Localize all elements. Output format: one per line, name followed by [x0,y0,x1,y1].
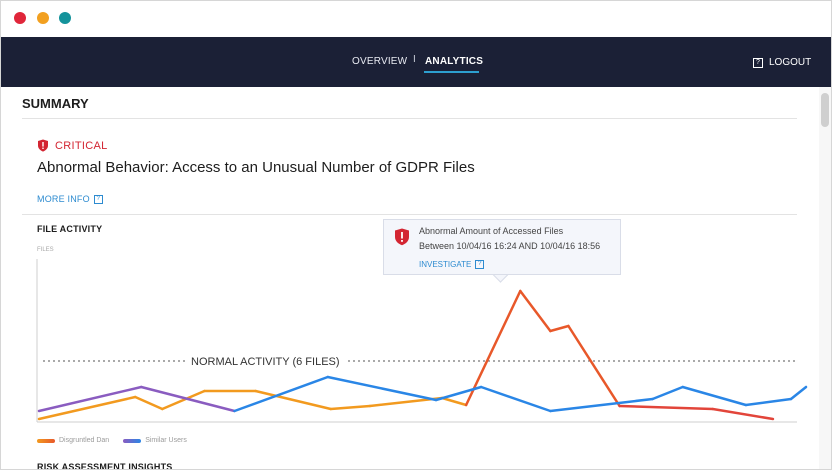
nav-separator: I [413,54,416,65]
threshold-label: NORMAL ACTIVITY (6 FILES) [191,356,340,368]
main-content: SUMMARY CRITICAL Abnormal Behavior: Acce… [1,87,831,469]
legend-item-dan: Disgruntled Dan [37,437,109,444]
help-icon: ? [475,260,485,269]
more-info-link[interactable]: MORE INFO ? [37,194,103,204]
series-segment-dan [134,395,164,411]
series-segment-similar-users [326,375,438,402]
series-segment-similar-users [789,385,808,401]
anomaly-tooltip: Abnormal Amount of Accessed Files Betwee… [383,219,621,275]
legend-swatch [37,438,55,443]
severity-label: CRITICAL [55,139,108,152]
series-segment-similar-users [681,385,748,407]
series-segment-dan [161,389,206,411]
severity-badge: CRITICAL [37,139,108,152]
page-title: SUMMARY [22,96,89,111]
series-segment-similar-users [651,385,684,401]
close-window-dot[interactable] [14,12,26,24]
series-segment-dan [464,289,522,407]
series-segment-dan [711,407,775,421]
risk-assessment-title: RISK ASSESSMENT INSIGHTS [37,462,173,470]
y-axis-label: FILES [37,247,54,253]
logout-label: LOGOUT [769,57,812,68]
series-segment-similar-users [744,397,793,407]
nav-analytics-tab[interactable]: ANALYTICS [425,56,484,67]
tooltip-timerange: Between 10/04/16 16:24 AND 10/04/16 18:5… [419,241,601,251]
active-tab-indicator [424,71,479,73]
series-segment-similar-users [233,375,330,413]
minimize-window-dot[interactable] [37,12,49,24]
shield-alert-icon [38,139,48,152]
series-segment-dan [549,324,570,333]
top-nav: OVERVIEW I ANALYTICS ? LOGOUT [1,37,831,87]
series-segment-similar-users [549,397,654,413]
maximize-window-dot[interactable] [59,12,71,24]
shield-alert-icon [395,228,409,246]
series-segment-similar-users [434,385,483,402]
series-segment-dan [618,404,715,411]
series-segment-dan [440,396,468,407]
alert-headline: Abnormal Behavior: Access to an Unusual … [37,159,475,176]
series-segment-similar-users [479,385,552,413]
series-segment-similar-users [140,385,236,413]
series-segment-dan [567,324,621,408]
legend-label: Disgruntled Dan [59,437,110,444]
series-segment-dan [329,404,372,411]
investigate-label: INVESTIGATE [419,260,472,269]
tooltip-title: Abnormal Amount of Accessed Files [419,226,564,236]
threshold-label-bg [185,353,347,369]
logout-icon: ? [753,57,763,68]
legend-label: Similar Users [145,437,187,444]
file-activity-title: FILE ACTIVITY [37,224,103,234]
legend-swatch [123,438,142,443]
series-segment-similar-users [37,385,143,413]
chart-legend: Disgruntled Dan Similar Users [37,437,187,444]
vertical-scrollbar[interactable] [819,87,831,469]
divider [22,118,797,119]
series-segment-dan [254,389,333,411]
logout-button[interactable]: ? LOGOUT [753,57,811,68]
series-segment-dan [519,289,552,333]
divider [22,214,797,215]
help-icon: ? [93,194,103,204]
window-titlebar [1,1,831,37]
series-segment-dan [37,395,137,421]
file-activity-chart: NORMAL ACTIVITY (6 FILES) [36,259,808,423]
legend-item-similar: Similar Users [123,437,187,444]
scrollbar-thumb[interactable] [821,93,829,127]
more-info-label: MORE INFO [37,194,90,204]
nav-overview-tab[interactable]: OVERVIEW [352,56,408,67]
investigate-link[interactable]: INVESTIGATE ? [419,260,485,269]
